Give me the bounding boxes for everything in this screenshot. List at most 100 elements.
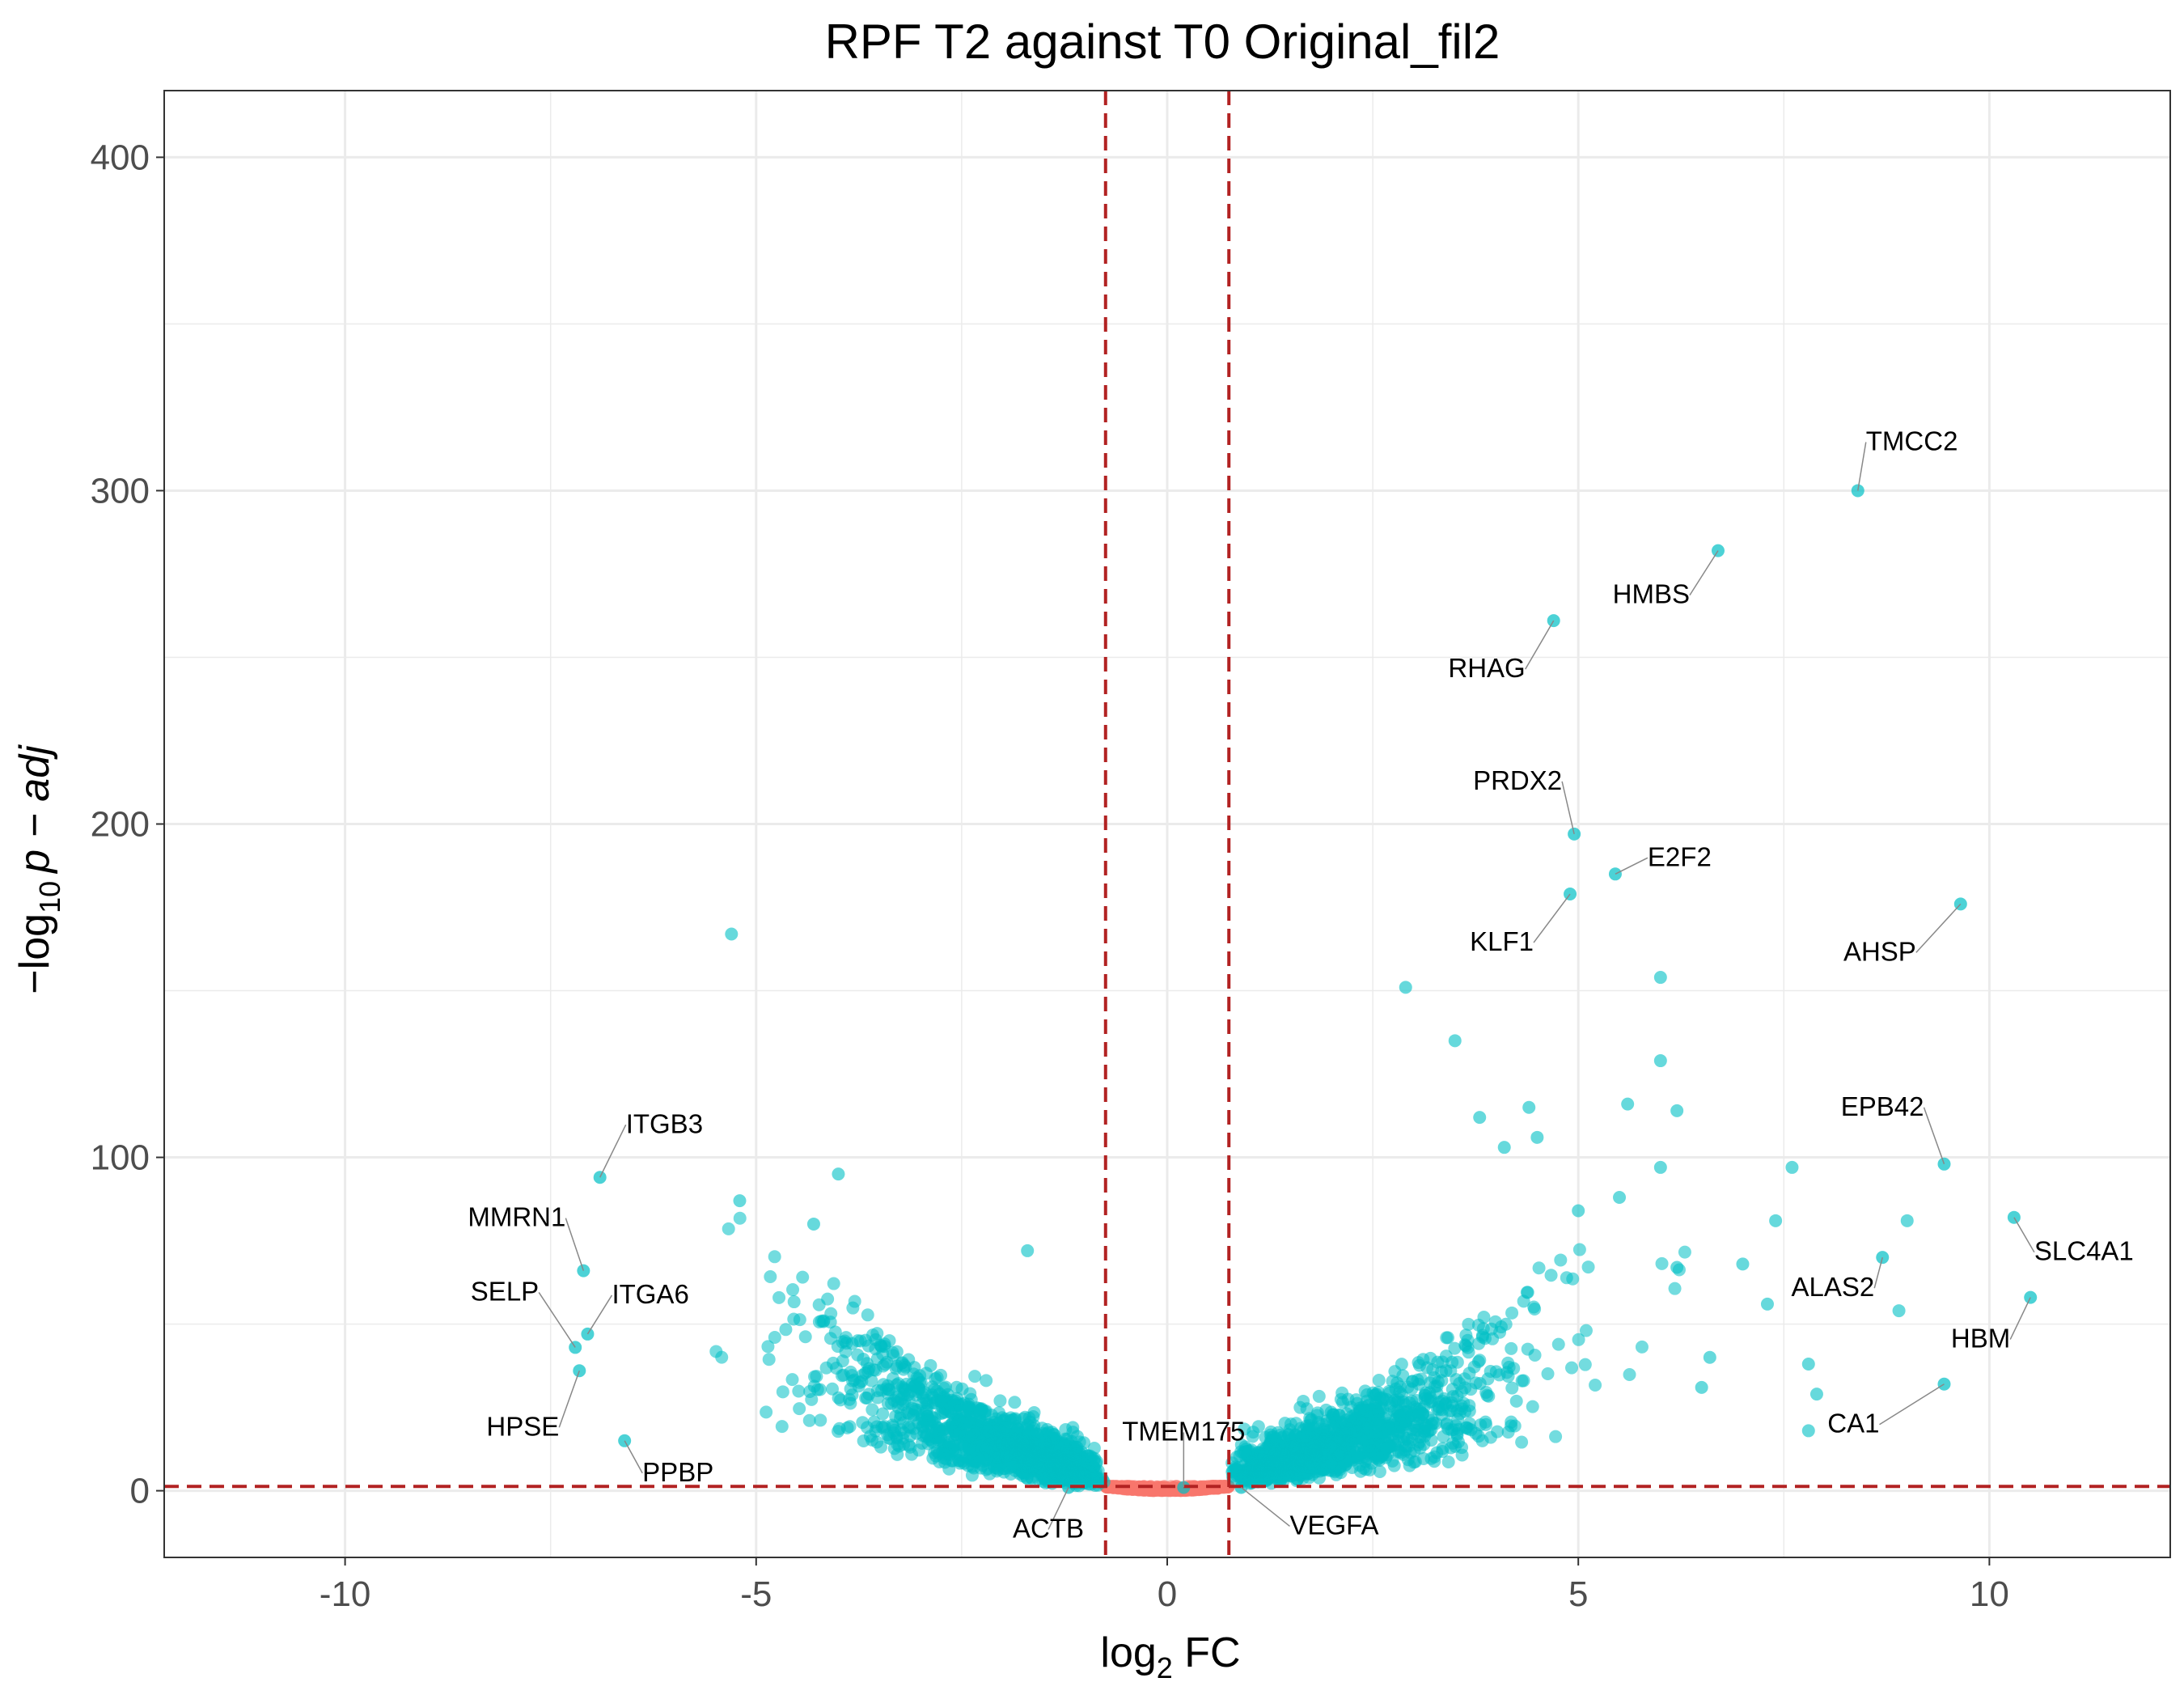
point-significant (1060, 1443, 1074, 1457)
point-significant (946, 1440, 959, 1454)
point-significant (764, 1270, 777, 1284)
point-significant (832, 1425, 845, 1438)
gene-label-connector (558, 1371, 580, 1428)
point-significant (1331, 1448, 1344, 1462)
point-significant-outlier (1653, 1160, 1667, 1174)
x-tick-label: -10 (320, 1574, 371, 1614)
point-significant (1526, 1400, 1539, 1413)
point-significant-outlier (733, 1194, 747, 1208)
x-axis-title: log2 FC (1100, 1629, 1240, 1684)
point-significant (1481, 1372, 1495, 1386)
point-significant-outlier (1530, 1130, 1544, 1144)
point-significant (1293, 1453, 1307, 1467)
point-significant (793, 1402, 806, 1416)
point-significant (1284, 1417, 1297, 1431)
gene-label-connector (1857, 442, 1867, 491)
point-significant-outlier (1613, 1190, 1627, 1204)
point-significant (835, 1369, 849, 1383)
x-tick-label: -5 (740, 1574, 772, 1614)
point-significant (890, 1345, 904, 1358)
y-tick-label: 0 (130, 1472, 150, 1511)
point-significant (866, 1328, 879, 1342)
point-significant (1464, 1383, 1478, 1396)
gene-label: VEGFA (1289, 1510, 1378, 1540)
point-significant (1441, 1455, 1455, 1468)
point-significant (1417, 1438, 1431, 1451)
point-significant (761, 1340, 775, 1354)
point-significant (911, 1372, 925, 1386)
point-significant (1477, 1311, 1491, 1324)
point-significant (802, 1413, 816, 1427)
point-significant-outlier (1448, 1034, 1462, 1048)
point-significant-outlier (1809, 1388, 1823, 1401)
point-significant (1515, 1435, 1529, 1449)
point-significant-outlier (806, 1217, 820, 1231)
point-significant (1544, 1269, 1558, 1282)
point-significant (1027, 1405, 1041, 1419)
point-significant (845, 1388, 859, 1402)
point-significant (983, 1467, 997, 1481)
point-significant (1581, 1260, 1595, 1274)
point-significant (882, 1387, 895, 1400)
point-significant-outlier (1572, 1204, 1585, 1218)
gene-label-connector (1689, 550, 1719, 596)
point-significant (1505, 1306, 1519, 1320)
point-significant (1566, 1272, 1580, 1286)
point-significant-outlier (1801, 1424, 1815, 1438)
point-significant (1287, 1439, 1301, 1453)
point-significant (1372, 1374, 1386, 1388)
point-significant (1450, 1404, 1464, 1417)
point-significant (962, 1400, 976, 1413)
point-significant (1264, 1425, 1278, 1438)
gene-label: RHAG (1448, 653, 1525, 683)
point-significant (878, 1420, 891, 1434)
point-significant (973, 1405, 987, 1419)
y-tick-label: 200 (91, 805, 150, 845)
point-significant (1068, 1468, 1081, 1481)
point-significant (1401, 1410, 1415, 1424)
point-significant (1369, 1451, 1382, 1464)
point-significant (1334, 1392, 1348, 1406)
point-significant (925, 1380, 939, 1394)
point-significant (1005, 1432, 1018, 1446)
point-significant (861, 1308, 874, 1322)
point-significant (992, 1425, 1005, 1438)
gene-label: TMCC2 (1866, 426, 1958, 455)
point-significant (888, 1423, 902, 1437)
gene-label-connector (538, 1291, 576, 1348)
gene-label: HMBS (1613, 579, 1690, 609)
point-significant-outlier (1399, 981, 1412, 994)
point-significant (955, 1382, 969, 1396)
point-significant (953, 1456, 967, 1470)
point-significant (722, 1222, 735, 1235)
gene-label: E2F2 (1648, 841, 1712, 871)
point-significant (1246, 1426, 1260, 1439)
gene-labels: TMCC2 HMBS RHAG PRDX2 E2F2 KLF1 AHSP EPB42 ALAS2… (468, 426, 2133, 1543)
point-significant (762, 1353, 776, 1366)
point-significant (1423, 1386, 1437, 1400)
point-significant (1515, 1374, 1529, 1388)
point-significant (1462, 1345, 1475, 1359)
gene-label: ACTB (1013, 1513, 1084, 1543)
point-significant (768, 1250, 781, 1264)
point-significant (1373, 1464, 1386, 1478)
point-significant (1450, 1373, 1463, 1387)
point-significant (792, 1384, 806, 1398)
point-significant-outlier (1703, 1350, 1716, 1364)
gene-label-connector (586, 1294, 613, 1335)
point-significant-outlier (725, 927, 739, 941)
point-significant (1289, 1428, 1302, 1442)
point-significant-outlier (832, 1167, 845, 1181)
gene-label: SLC4A1 (2034, 1236, 2134, 1266)
gene-label: MMRN1 (468, 1202, 565, 1232)
point-significant (1655, 1256, 1669, 1270)
point-significant (1324, 1435, 1338, 1449)
point-significant-outlier (1760, 1297, 1774, 1311)
point-significant (878, 1337, 891, 1351)
y-axis-title: −log10p − adj (11, 744, 66, 994)
point-significant (715, 1350, 729, 1364)
point-significant (834, 1393, 848, 1407)
point-significant (852, 1379, 866, 1393)
